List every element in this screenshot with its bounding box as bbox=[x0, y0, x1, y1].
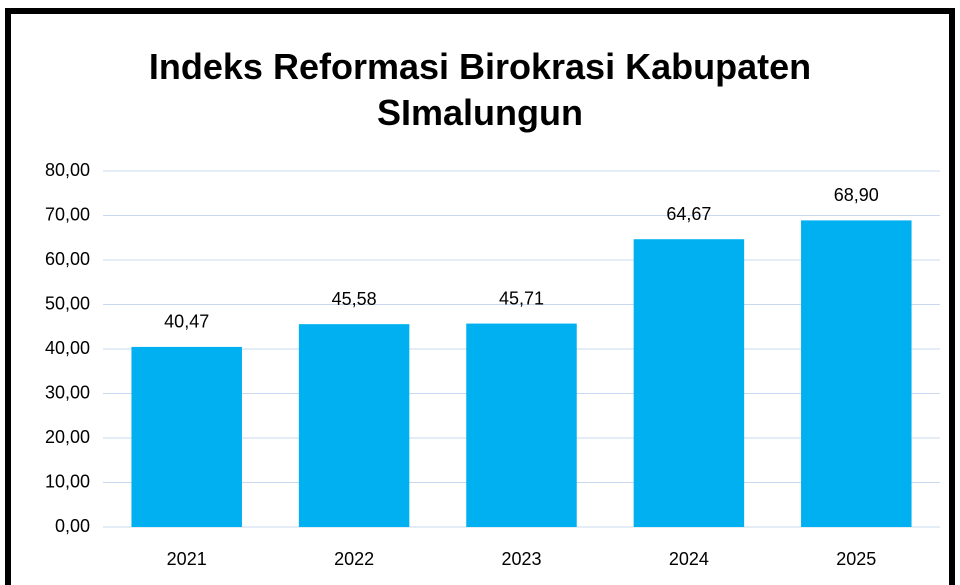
value-label: 45,71 bbox=[499, 288, 544, 308]
y-tick-label: 20,00 bbox=[45, 427, 90, 447]
bar bbox=[801, 220, 912, 527]
y-tick-label: 60,00 bbox=[45, 249, 90, 269]
bar bbox=[466, 323, 577, 527]
value-label: 40,47 bbox=[164, 312, 209, 332]
y-tick-label: 30,00 bbox=[45, 382, 90, 402]
y-tick-label: 70,00 bbox=[45, 204, 90, 224]
x-tick-label: 2024 bbox=[669, 549, 709, 569]
y-tick-label: 10,00 bbox=[45, 471, 90, 491]
bar bbox=[131, 346, 242, 527]
x-tick-label: 2025 bbox=[836, 549, 876, 569]
frame bbox=[5, 8, 955, 585]
y-tick-label: 50,00 bbox=[45, 293, 90, 313]
x-tick-label: 2022 bbox=[334, 549, 374, 569]
x-tick-label: 2021 bbox=[167, 549, 207, 569]
bar bbox=[298, 324, 410, 527]
y-tick-label: 0,00 bbox=[55, 516, 90, 536]
y-tick-label: 40,00 bbox=[45, 338, 90, 358]
bar bbox=[633, 239, 745, 527]
value-label: 64,67 bbox=[666, 204, 711, 224]
y-tick-label: 80,00 bbox=[45, 160, 90, 180]
value-label: 68,90 bbox=[834, 185, 879, 205]
value-label: 45,58 bbox=[332, 289, 377, 309]
chart-title: Indeks Reformasi Birokrasi Kabupaten SIm… bbox=[148, 46, 812, 133]
x-tick-label: 2023 bbox=[501, 549, 541, 569]
